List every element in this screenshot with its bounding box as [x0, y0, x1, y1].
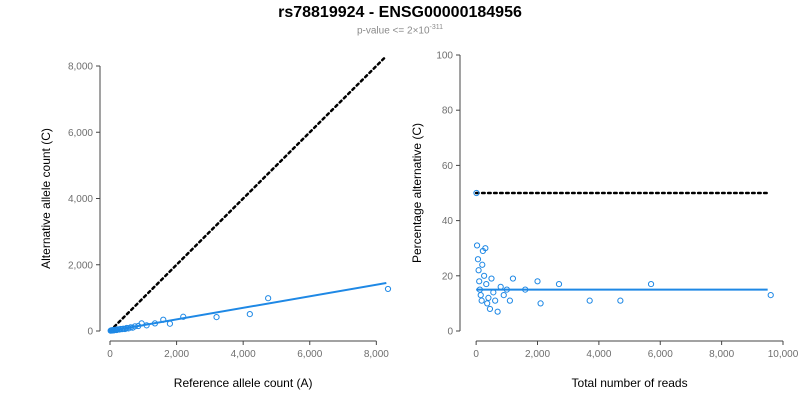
x-tick-label: 0	[107, 349, 113, 360]
data-point	[534, 278, 541, 285]
data-point	[477, 292, 484, 299]
data-point	[151, 320, 159, 327]
y-tick-label: 60	[442, 161, 454, 172]
data-point	[497, 283, 504, 290]
data-point	[509, 275, 517, 282]
data-point	[476, 278, 483, 285]
data-point	[537, 300, 544, 307]
data-point	[486, 305, 494, 313]
data-point	[474, 256, 482, 263]
data-point	[506, 297, 513, 304]
pvalue-text: p-value <= 2×10	[356, 25, 430, 37]
data-point	[485, 294, 492, 301]
chart-subtitle: p-value <= 2×10-311	[0, 24, 800, 36]
data-point	[482, 245, 489, 252]
data-point	[488, 275, 495, 282]
data-point	[492, 297, 499, 304]
data-point	[246, 311, 253, 318]
data-point	[143, 322, 150, 329]
y-tick-label: 80	[442, 106, 454, 117]
data-point	[483, 280, 490, 288]
right-scatter-panel: 0 20 40 60 80 100 0 2,000 4,000 6,000 8,000 10,000 T…	[410, 51, 799, 391]
data-point	[647, 280, 655, 288]
data-point	[500, 292, 507, 299]
data-point	[213, 313, 220, 321]
y-axis-label: Percentage alternative (C)	[410, 123, 424, 263]
data-point	[522, 286, 529, 293]
data-point	[160, 316, 167, 323]
x-tick-label: 4,000	[586, 349, 611, 360]
data-point	[473, 242, 481, 249]
data-point	[481, 272, 488, 279]
data-point	[555, 280, 563, 288]
chart-title: rs78819924 - ENSG00000184956	[278, 4, 522, 21]
data-point	[484, 300, 491, 307]
data-point	[494, 308, 501, 315]
y-tick-label: 2,000	[68, 260, 93, 271]
x-tick-label: 0	[473, 349, 479, 360]
data-point	[473, 189, 480, 197]
y-tick-label: 6,000	[68, 128, 93, 139]
fit-line	[109, 281, 387, 332]
data-point	[475, 267, 482, 274]
data-point	[138, 320, 145, 327]
x-tick-label: 6,000	[648, 349, 673, 360]
reference-line	[108, 54, 388, 333]
y-tick-label: 0	[447, 327, 453, 338]
data-point	[490, 289, 497, 296]
y-axis-label: Alternative allele count (C)	[39, 128, 53, 269]
data-point	[180, 313, 187, 320]
x-axis-label: Total number of reads	[572, 376, 688, 390]
data-point	[478, 297, 485, 304]
y-tick-label: 8,000	[68, 62, 93, 73]
data-point	[617, 297, 624, 304]
data-point	[265, 295, 272, 302]
x-tick-label: 4,000	[231, 349, 256, 360]
y-tick-label: 100	[436, 51, 453, 62]
x-tick-label: 8,000	[364, 349, 389, 360]
data-point	[384, 285, 392, 293]
pvalue-exponent: -311	[429, 24, 444, 31]
x-tick-label: 2,000	[525, 349, 550, 360]
x-tick-label: 2,000	[164, 349, 189, 360]
y-tick-label: 20	[442, 271, 454, 282]
y-tick-label: 40	[442, 216, 454, 227]
x-tick-label: 10,000	[768, 349, 799, 360]
x-tick-label: 6,000	[297, 349, 322, 360]
x-tick-label: 8,000	[709, 349, 734, 360]
left-scatter-panel: 0 2,000 4,000 6,000 8,000 0 2,000 4,000 6,000 8,0…	[39, 54, 392, 390]
y-tick-label: 0	[87, 327, 93, 338]
data-point	[586, 297, 593, 304]
x-axis-label: Reference allele count (A)	[174, 376, 313, 390]
data-point	[767, 292, 774, 299]
y-tick-label: 4,000	[68, 194, 93, 205]
data-point	[479, 261, 486, 268]
data-point	[131, 323, 139, 330]
data-point	[166, 320, 174, 327]
data-point	[503, 286, 510, 293]
